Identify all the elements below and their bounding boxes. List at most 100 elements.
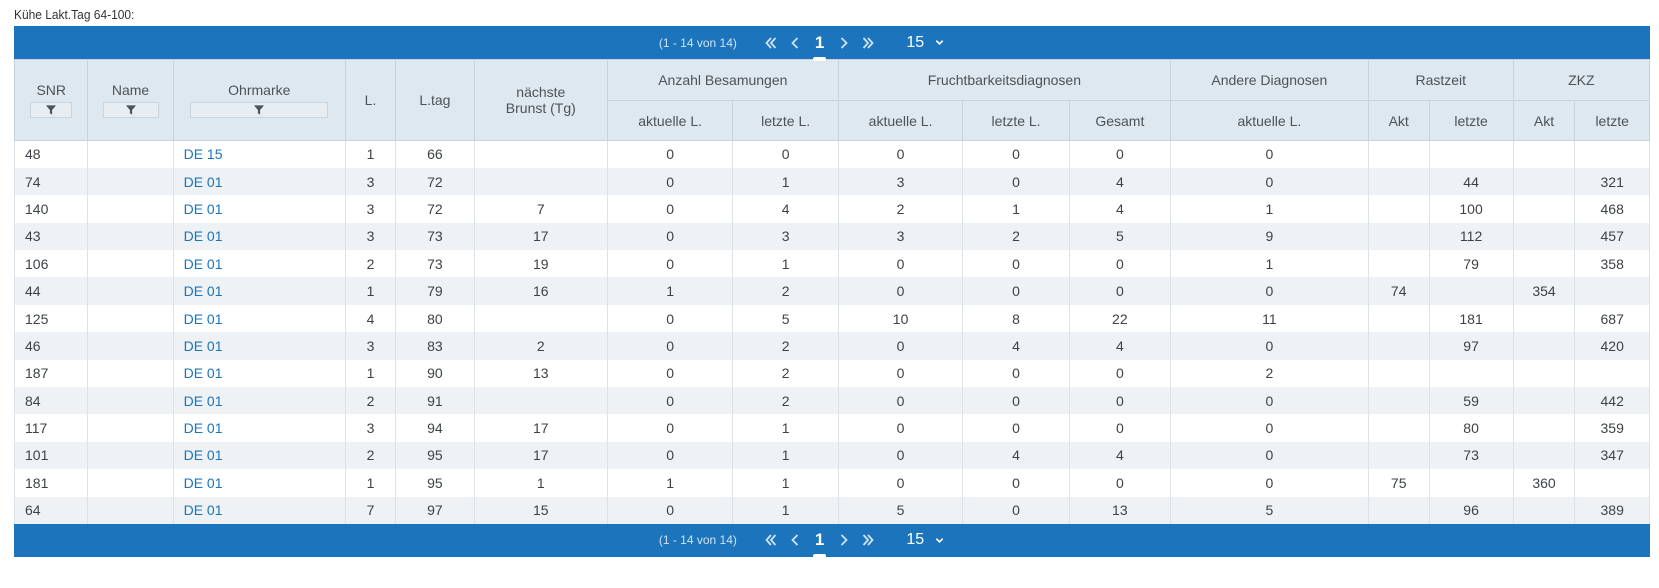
cell-rast-letzte: 79 [1428,250,1514,278]
col-header-and-akt[interactable]: aktuelle L. [1169,100,1369,141]
col-header-rast-letzte[interactable]: letzte [1428,100,1514,141]
cell-rast-letzte [1428,277,1514,305]
chevron-left-icon[interactable] [786,530,804,550]
table-row[interactable]: 64 DE 01 7 97 15 0 1 5 0 13 5 96 389 [13,496,1650,524]
ohrmarke-link[interactable]: DE 01 [183,474,223,491]
ohrmarke-link[interactable]: DE 01 [183,310,223,327]
cell-fr-gesamt: 4 [1068,441,1171,470]
col-header-snr[interactable]: SNR [13,59,89,141]
ohrmarke-link[interactable]: DE 01 [183,392,223,409]
current-page[interactable]: 1 [812,32,827,61]
col-header-l[interactable]: L. [344,59,397,141]
cell-bes-akt: 0 [606,496,734,524]
table-row[interactable]: 106 DE 01 2 73 19 0 1 0 0 0 1 79 358 [13,250,1650,278]
cell-fr-gesamt: 0 [1068,387,1171,415]
ohrmarke-link[interactable]: DE 01 [183,447,223,464]
name-filter-button[interactable] [102,102,159,118]
chevron-right-icon[interactable] [835,530,853,550]
pager-info: (1 - 14 von 14) [658,533,737,548]
double-chevron-right-icon[interactable] [859,530,877,550]
table-row[interactable]: 117 DE 01 3 94 17 0 1 0 0 0 0 80 359 [13,414,1650,442]
cell-ohrmarke: DE 01 [172,387,347,415]
double-chevron-left-icon[interactable] [762,33,780,53]
table-row[interactable]: 140 DE 01 3 72 7 0 4 2 1 4 1 100 468 [13,195,1650,223]
page-size-select[interactable]: 15 [906,34,945,52]
ohrmarke-link[interactable]: DE 01 [183,502,223,519]
ohrmarke-link[interactable]: DE 01 [183,200,223,217]
ohrmarke-link[interactable]: DE 01 [183,283,223,300]
cell-l: 1 [344,277,397,305]
ohrmarke-link[interactable]: DE 01 [183,337,223,354]
col-header-rast-akt[interactable]: Akt [1367,100,1430,141]
ohrmarke-link[interactable]: DE 01 [183,228,223,245]
double-chevron-left-icon[interactable] [762,530,780,550]
cell-bes-letzte: 1 [732,496,839,524]
table-row[interactable]: 74 DE 01 3 72 0 1 3 0 4 0 44 321 [13,167,1650,196]
cell-rast-akt [1367,222,1430,251]
col-header-fr-letzte[interactable]: letzte L. [962,100,1070,141]
ohrmarke-filter-button[interactable] [190,102,329,118]
col-header-zkz-akt[interactable]: Akt [1512,100,1576,141]
table-row[interactable]: 46 DE 01 3 83 2 0 2 0 4 4 0 97 420 [13,332,1650,360]
col-header-zkz-letzte[interactable]: letzte [1574,100,1650,141]
table-row[interactable]: 125 DE 01 4 80 0 5 10 8 22 11 181 687 [13,304,1650,333]
cell-rast-akt [1367,441,1430,470]
ohrmarke-link[interactable]: DE 15 [183,146,223,163]
cell-l: 3 [344,222,397,251]
cell-ltag: 80 [395,304,475,333]
cell-fr-letzte: 0 [962,496,1070,524]
ohrmarke-link[interactable]: DE 01 [183,365,223,382]
current-page[interactable]: 1 [812,530,827,559]
cell-ohrmarke: DE 01 [172,304,347,333]
cell-brunst: 1 [473,469,608,497]
table-row[interactable]: 181 DE 01 1 95 1 1 1 0 0 0 0 75 360 [13,469,1650,497]
cell-snr: 117 [13,414,89,442]
cell-snr: 140 [13,195,89,223]
ohrmarke-link[interactable]: DE 01 [183,255,223,272]
cell-rast-letzte [1428,359,1514,388]
col-header-fr-akt[interactable]: aktuelle L. [837,100,964,141]
cell-l: 1 [344,359,397,388]
cell-zkz-akt [1512,195,1576,223]
col-header-name[interactable]: Name [87,59,174,141]
cell-rast-akt [1367,332,1430,360]
col-header-ohrmarke[interactable]: Ohrmarke [172,59,347,141]
table-row[interactable]: 101 DE 01 2 95 17 0 1 0 4 4 0 73 347 [13,441,1650,470]
page-size-select[interactable]: 15 [906,531,945,549]
cell-ltag: 72 [395,167,475,196]
col-header-brunst[interactable]: nächste Brunst (Tg) [473,59,608,141]
col-header-bes-letzte[interactable]: letzte L. [732,100,839,141]
cell-rast-akt [1367,414,1430,442]
cell-brunst: 13 [473,359,608,388]
col-header-fr-gesamt[interactable]: Gesamt [1068,100,1171,141]
cell-and-akt: 11 [1169,304,1369,333]
ohrmarke-link[interactable]: DE 01 [183,420,223,437]
table-row[interactable]: 84 DE 01 2 91 0 2 0 0 0 0 59 442 [13,387,1650,415]
cell-ohrmarke: DE 01 [172,414,347,442]
cell-brunst [473,167,608,196]
chevron-right-icon[interactable] [835,33,853,53]
cell-fr-letzte: 0 [962,167,1070,196]
cell-zkz-letzte: 358 [1574,250,1650,278]
cell-ohrmarke: DE 01 [172,332,347,360]
cell-rast-letzte: 181 [1428,304,1514,333]
cell-fr-akt: 0 [837,332,964,360]
snr-filter-button[interactable] [30,102,73,118]
cell-fr-gesamt: 0 [1068,359,1171,388]
table-row[interactable]: 187 DE 01 1 90 13 0 2 0 0 0 2 [13,359,1650,388]
cell-brunst: 7 [473,195,608,223]
cell-rast-letzte: 97 [1428,332,1514,360]
cell-and-akt: 0 [1169,140,1369,168]
double-chevron-right-icon[interactable] [859,33,877,53]
pager-top: (1 - 14 von 14) 1 15 [14,26,1650,61]
chevron-left-icon[interactable] [786,33,804,53]
cell-zkz-akt: 360 [1512,469,1576,497]
ohrmarke-link[interactable]: DE 01 [183,173,223,190]
table-row[interactable]: 48 DE 15 1 66 0 0 0 0 0 0 [13,140,1650,168]
table-row[interactable]: 43 DE 01 3 73 17 0 3 3 2 5 9 112 457 [13,222,1650,251]
table-row[interactable]: 44 DE 01 1 79 16 1 2 0 0 0 0 74 354 [13,277,1650,305]
col-header-bes-akt[interactable]: aktuelle L. [606,100,734,141]
cell-rast-akt [1367,304,1430,333]
cell-rast-akt [1367,250,1430,278]
col-header-ltag[interactable]: L.tag [395,59,475,141]
